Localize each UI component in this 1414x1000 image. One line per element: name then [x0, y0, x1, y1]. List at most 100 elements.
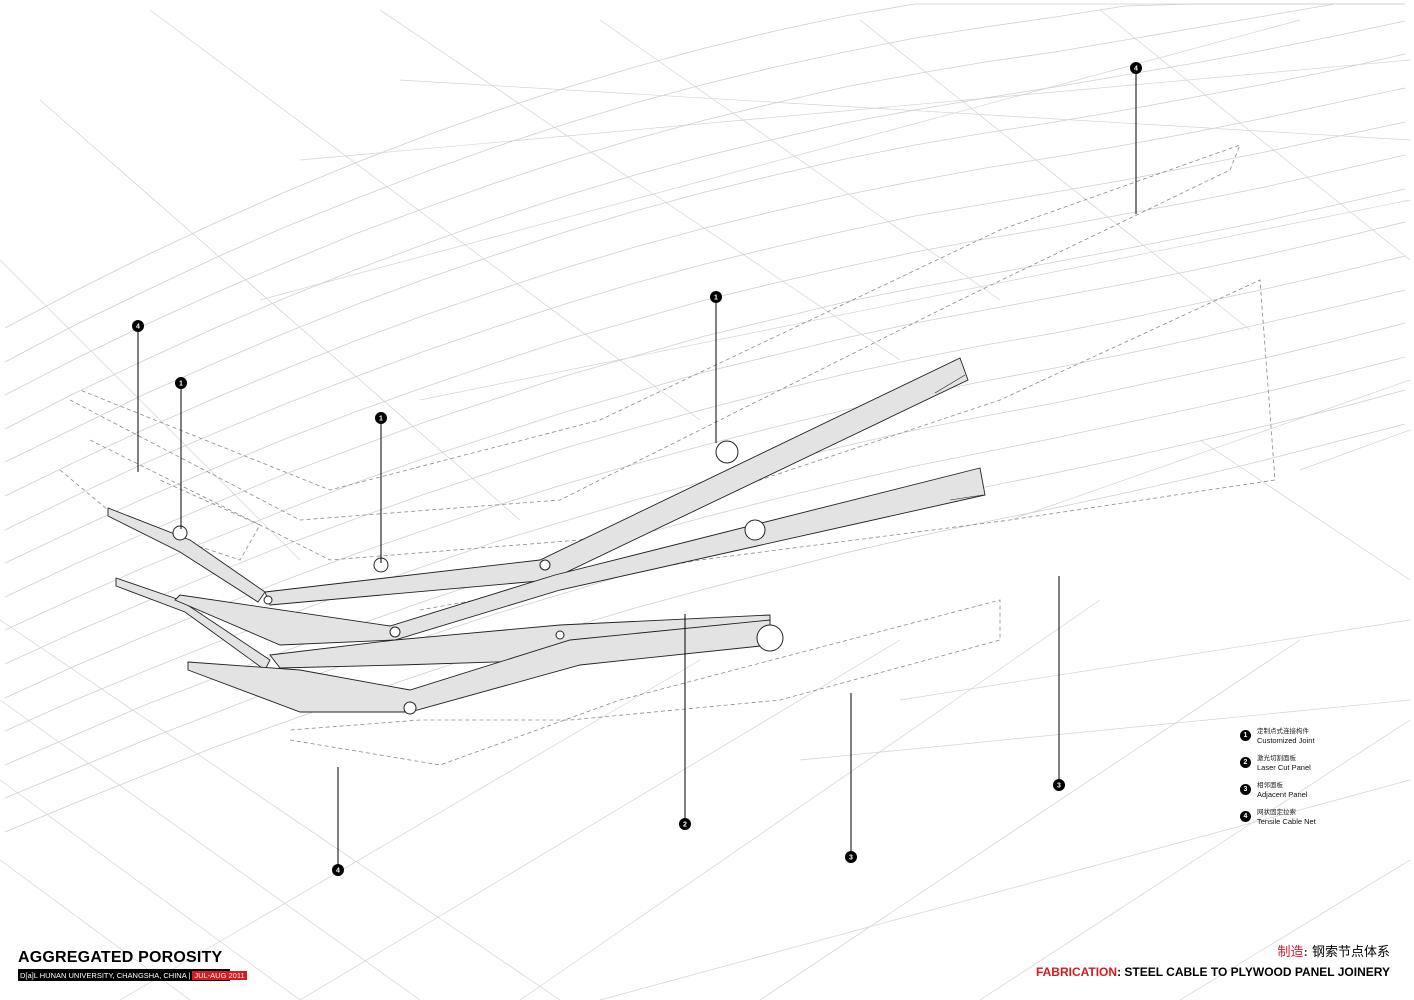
cable-line: [4, 121, 1406, 531]
fabrication-prefix-en: FABRICATION: [1035, 965, 1118, 979]
laser-cut-panel: [107, 507, 266, 603]
cable-line: [299, 639, 901, 1000]
legend-number: 4: [1240, 811, 1251, 822]
adjacent-panel-outline: [59, 469, 261, 561]
customized-joint: [172, 525, 188, 541]
callout-badge: 4: [1130, 62, 1142, 74]
fabrication-title-zh: 制造: 钢索节点体系: [1036, 944, 1390, 962]
callout-number: 1: [379, 416, 383, 423]
legend-label-en: Adjacent Panel: [1257, 790, 1308, 799]
cable-line: [4, 3, 1405, 329]
project-date: JUL-AUG 2011: [192, 970, 247, 980]
cable-line: [979, 719, 1411, 1000]
customized-joint: [744, 519, 766, 541]
cable-line: [119, 659, 701, 1000]
callout-number: 4: [336, 868, 340, 875]
cable-line: [4, 389, 1406, 799]
title-block: AGGREGATED POROSITY D[a]L HUNAN UNIVERSI…: [18, 949, 247, 981]
cable-line: [1299, 429, 1411, 471]
project-subtitle: D[a]L HUNAN UNIVERSITY, CHANGSHA, CHINA …: [20, 970, 191, 980]
adjacent-panel-outlines: [59, 144, 1276, 766]
legend-label-en: Customized Joint: [1257, 736, 1315, 745]
customized-joint: [539, 559, 551, 571]
legend-label-zh: 网状固定拉索: [1257, 808, 1296, 816]
cable-line: [1199, 439, 1411, 581]
cable-line: [4, 255, 1406, 665]
project-title: AGGREGATED POROSITY: [18, 949, 223, 966]
callout-badge: 4: [332, 864, 344, 876]
cable-line: [4, 3, 1405, 363]
cable-line: [1099, 9, 1411, 261]
cable-line: [4, 188, 1406, 598]
callout-number: 3: [1057, 783, 1061, 790]
cable-line: [899, 619, 1411, 701]
cable-line: [4, 87, 1406, 497]
callout-number: 1: [714, 295, 718, 302]
adjacent-panel-outline: [69, 144, 1241, 521]
cable-line: [379, 9, 901, 361]
legend-item: 3 相邻面板 Adjacent Panel: [1240, 780, 1390, 801]
laser-cut-panel: [174, 467, 986, 646]
callout-number: 2: [683, 822, 687, 829]
fabrication-rest-en: : STEEL CABLE TO PLYWOOD PANEL JOINERY: [1117, 965, 1390, 979]
cable-line: [4, 3, 1405, 396]
adjacent-panel-outline: [89, 279, 1276, 611]
cable-line: [4, 20, 1406, 430]
cable-line: [0, 259, 301, 561]
callout-badge: 1: [175, 377, 187, 389]
callout-badge: 3: [1053, 779, 1065, 791]
cable-line: [0, 699, 421, 1000]
fabrication-rest-zh: : 钢索节点体系: [1303, 945, 1390, 960]
fabrication-title-en: FABRICATION: STEEL CABLE TO PLYWOOD PANE…: [1036, 964, 1390, 980]
callout-badge: 2: [679, 818, 691, 830]
cable-line: [1009, 379, 1411, 521]
legend: 1 定制点式连接构件 Customized Joint 2 激光切割面板 Las…: [1240, 726, 1390, 834]
customized-joint: [403, 701, 417, 715]
legend-item: 4 网状固定拉索 Tensile Cable Net: [1240, 807, 1390, 828]
legend-number: 3: [1240, 784, 1251, 795]
cable-line: [4, 53, 1406, 463]
customized-joint: [555, 630, 565, 640]
legend-number: 1: [1240, 730, 1251, 741]
callout-number: 3: [849, 855, 853, 862]
callout-badge: 1: [375, 412, 387, 424]
legend-label-zh: 相邻面板: [1257, 781, 1283, 789]
cable-line: [39, 99, 521, 521]
laser-cut-panel: [264, 357, 969, 606]
callout-badge: 1: [710, 291, 722, 303]
cable-line: [799, 699, 1411, 761]
legend-label-en: Tensile Cable Net: [1257, 817, 1316, 826]
fabrication-caption: 制造: 钢索节点体系 FABRICATION: STEEL CABLE TO P…: [1036, 944, 1390, 980]
callout-number: 4: [136, 324, 140, 331]
callout-number: 1: [179, 381, 183, 388]
legend-item: 2 激光切割面板 Laser Cut Panel: [1240, 753, 1390, 774]
callout-badge: 4: [132, 320, 144, 332]
customized-joint: [756, 624, 784, 652]
cable-line: [859, 19, 1251, 331]
cable-line: [0, 779, 301, 1000]
cable-line: [4, 423, 1406, 833]
cable-line: [4, 221, 1406, 631]
customized-joint: [263, 595, 273, 605]
callout-number: 4: [1134, 66, 1138, 73]
cable-line: [759, 639, 1301, 1000]
legend-item: 1 定制点式连接构件 Customized Joint: [1240, 726, 1390, 747]
customized-joints: [172, 440, 784, 715]
cable-line: [0, 619, 561, 1000]
cable-line: [599, 779, 1411, 1000]
project-subtitle-bar: D[a]L HUNAN UNIVERSITY, CHANGSHA, CHINA …: [18, 969, 247, 981]
legend-number: 2: [1240, 757, 1251, 768]
cable-line: [259, 19, 1301, 301]
cable-line: [4, 154, 1406, 564]
cable-line: [4, 289, 1406, 699]
cable-line: [299, 59, 1411, 161]
legend-label-en: Laser Cut Panel: [1257, 763, 1311, 772]
cable-line: [149, 9, 701, 421]
customized-joint: [389, 626, 401, 638]
cable-line: [1179, 859, 1411, 1000]
customized-joint: [715, 440, 739, 464]
callout-badge: 3: [845, 851, 857, 863]
legend-label-zh: 定制点式连接构件: [1257, 727, 1309, 735]
legend-label-zh: 激光切割面板: [1257, 754, 1296, 762]
